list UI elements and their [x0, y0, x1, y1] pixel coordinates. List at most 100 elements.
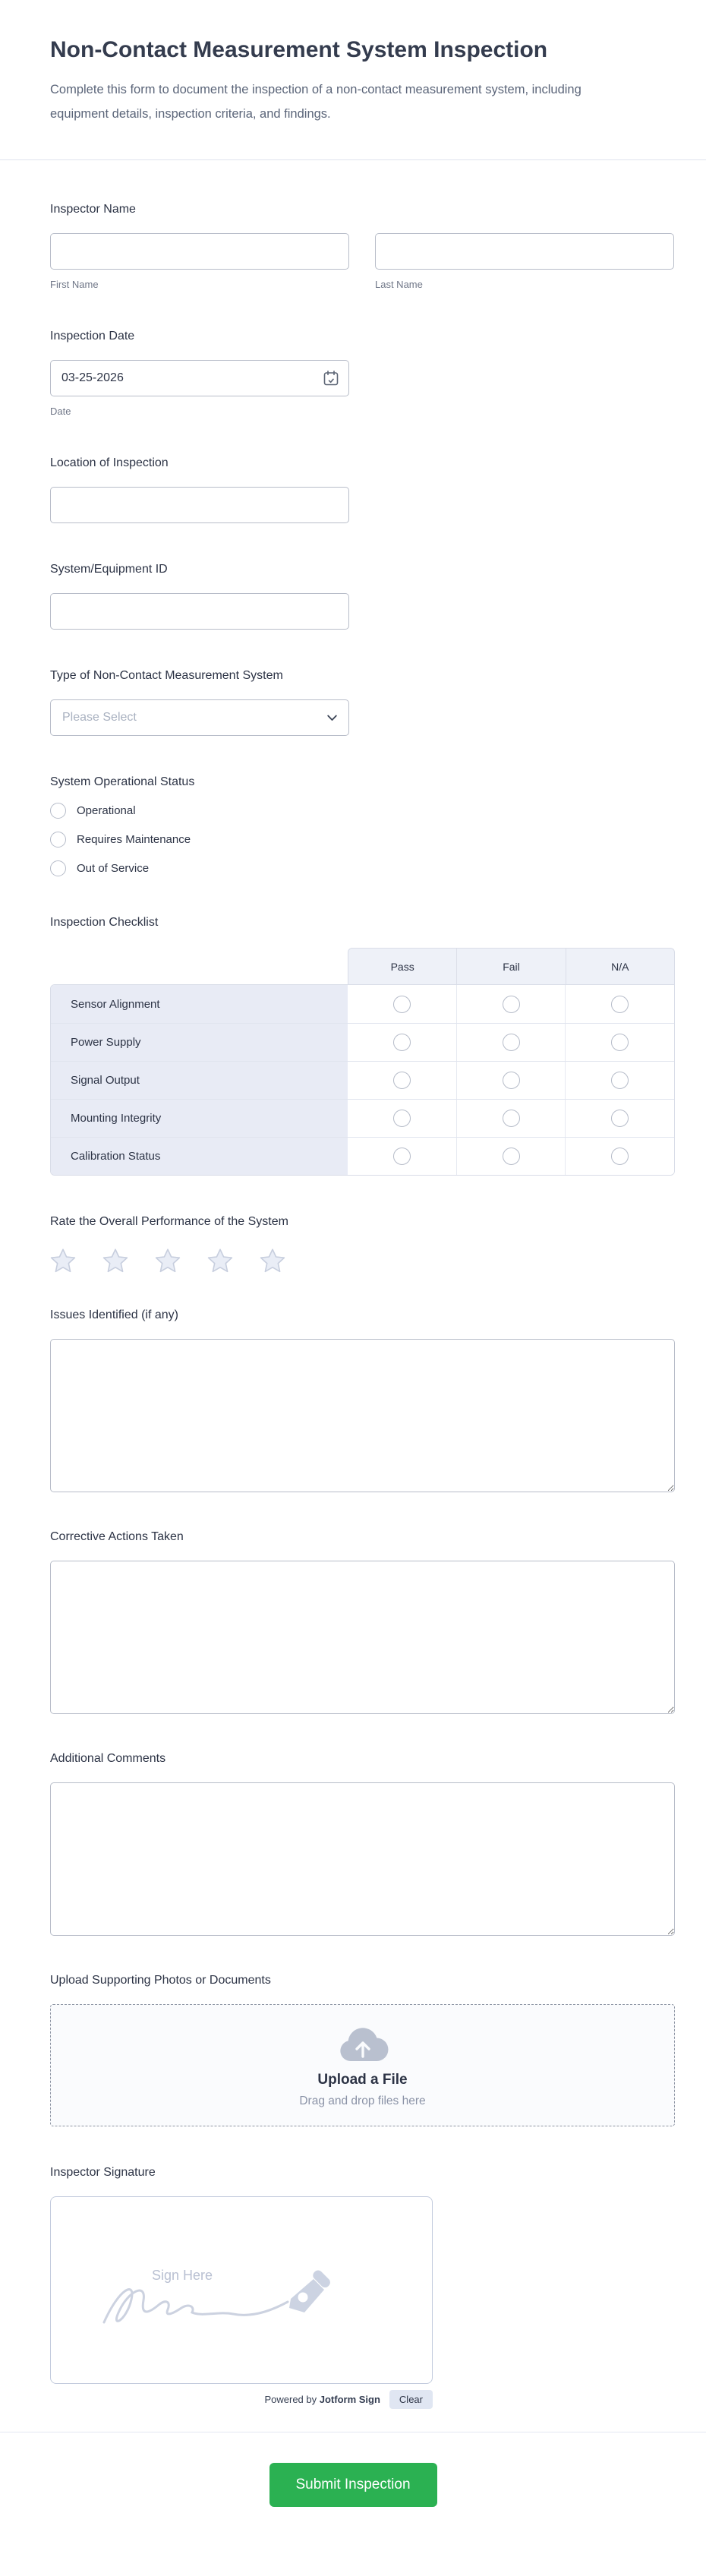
upload-dropzone[interactable]: Upload a File Drag and drop files here [50, 2004, 675, 2127]
checklist-cell-pass[interactable] [348, 1024, 456, 1062]
last-name-input[interactable] [375, 233, 674, 270]
radio-icon[interactable] [392, 1072, 411, 1090]
signature-pad[interactable]: Sign Here [50, 2196, 433, 2385]
clear-signature-button[interactable]: Clear [389, 2390, 433, 2410]
field-issues: Issues Identified (if any) [50, 1309, 675, 1493]
star-icon[interactable] [102, 1248, 128, 1274]
equipment-id-input[interactable] [50, 593, 349, 630]
upload-button-label[interactable]: Upload a File [317, 2071, 408, 2088]
checklist-cell-fail[interactable] [455, 1138, 566, 1176]
corrective-actions-textarea[interactable] [50, 1561, 675, 1715]
checklist-header-row: Pass Fail N/A [348, 948, 675, 985]
star-icon[interactable] [207, 1248, 233, 1274]
radio-icon[interactable] [502, 1148, 520, 1166]
chevron-down-icon [327, 715, 337, 721]
radio-icon[interactable] [502, 1072, 520, 1090]
checklist-cell-na[interactable] [565, 985, 674, 1024]
star-rating [50, 1248, 675, 1274]
checklist-cell-fail[interactable] [455, 985, 566, 1024]
checklist-row-label: Mounting Integrity [51, 1100, 348, 1138]
radio-icon[interactable] [502, 1110, 520, 1128]
radio-icon[interactable] [50, 860, 66, 877]
star-icon[interactable] [260, 1248, 285, 1274]
radio-icon[interactable] [611, 1110, 629, 1128]
checklist-cell-pass[interactable] [348, 1062, 456, 1100]
table-row: Signal Output [51, 1061, 674, 1100]
radio-option-operational[interactable]: Operational [50, 803, 675, 819]
system-type-label: Type of Non-Contact Measurement System [50, 669, 283, 683]
checklist-cell-na[interactable] [565, 1100, 674, 1138]
field-equipment-id: System/Equipment ID [50, 563, 675, 630]
checklist-cell-pass[interactable] [348, 985, 456, 1024]
system-type-selected-value: Please Select [62, 711, 137, 724]
table-row: Calibration Status [51, 1137, 674, 1176]
upload-label: Upload Supporting Photos or Documents [50, 1974, 271, 1987]
field-location: Location of Inspection [50, 456, 675, 524]
calendar-icon[interactable] [323, 370, 339, 387]
additional-comments-label: Additional Comments [50, 1752, 166, 1766]
system-type-select[interactable]: Please Select [50, 699, 349, 737]
checklist-cell-fail[interactable] [455, 1062, 566, 1100]
checklist-cell-na[interactable] [565, 1062, 674, 1100]
table-row: Power Supply [51, 1023, 674, 1062]
table-row: Sensor Alignment [51, 985, 674, 1024]
radio-option-label: Operational [77, 804, 136, 818]
submit-button[interactable]: Submit Inspection [269, 2463, 437, 2508]
radio-icon[interactable] [50, 832, 66, 848]
first-name-input[interactable] [50, 233, 349, 270]
upload-cloud-icon [339, 2028, 388, 2061]
equipment-id-label: System/Equipment ID [50, 563, 168, 576]
field-operational-status: System Operational Status Operational Re… [50, 775, 675, 877]
location-input[interactable] [50, 487, 349, 524]
issues-textarea[interactable] [50, 1339, 675, 1493]
checklist-col-pass: Pass [390, 960, 414, 973]
field-corrective-actions: Corrective Actions Taken [50, 1530, 675, 1715]
field-inspection-checklist: Inspection Checklist Pass Fail N/A Senso… [50, 916, 675, 1176]
radio-icon[interactable] [50, 803, 66, 819]
checklist-cell-fail[interactable] [455, 1024, 566, 1062]
radio-icon[interactable] [392, 995, 411, 1013]
radio-icon[interactable] [392, 1148, 411, 1166]
field-system-type: Type of Non-Contact Measurement System P… [50, 669, 675, 737]
form-header: Non-Contact Measurement System Inspectio… [0, 0, 706, 126]
checklist-cell-pass[interactable] [348, 1138, 456, 1176]
signature-label: Inspector Signature [50, 2166, 156, 2180]
radio-icon[interactable] [502, 1034, 520, 1052]
first-name-sublabel: First Name [50, 279, 99, 291]
issues-label: Issues Identified (if any) [50, 1309, 178, 1322]
radio-icon[interactable] [502, 995, 520, 1013]
form-description: Complete this form to document the inspe… [50, 83, 582, 122]
checklist-cell-na[interactable] [565, 1024, 674, 1062]
submit-section: Submit Inspection [0, 2432, 706, 2545]
inspection-date-input[interactable] [50, 360, 349, 397]
checklist-col-fail: Fail [456, 949, 565, 985]
inspector-name-label: Inspector Name [50, 203, 136, 216]
radio-option-requires-maintenance[interactable]: Requires Maintenance [50, 832, 675, 848]
checklist-row-label: Signal Output [51, 1062, 348, 1100]
additional-comments-textarea[interactable] [50, 1782, 675, 1937]
checklist-cell-pass[interactable] [348, 1100, 456, 1138]
radio-icon[interactable] [611, 995, 629, 1013]
pen-nib-icon [289, 2270, 330, 2313]
star-icon[interactable] [155, 1248, 181, 1274]
checklist-table: Pass Fail N/A Sensor Alignment Power Sup… [50, 948, 675, 1176]
radio-icon[interactable] [611, 1034, 629, 1052]
corrective-actions-label: Corrective Actions Taken [50, 1530, 184, 1544]
form-body: Inspector Name First Name Last Name Insp… [0, 160, 706, 2410]
radio-icon[interactable] [611, 1148, 629, 1166]
field-additional-comments: Additional Comments [50, 1752, 675, 1937]
checklist-cell-na[interactable] [565, 1138, 674, 1176]
checklist-row-label: Power Supply [51, 1024, 348, 1062]
radio-icon[interactable] [611, 1072, 629, 1090]
checklist-cell-fail[interactable] [455, 1100, 566, 1138]
date-sublabel: Date [50, 406, 71, 418]
location-label: Location of Inspection [50, 456, 169, 470]
checklist-row-label: Sensor Alignment [51, 985, 348, 1024]
radio-option-out-of-service[interactable]: Out of Service [50, 860, 675, 877]
radio-icon[interactable] [392, 1110, 411, 1128]
radio-icon[interactable] [392, 1034, 411, 1052]
checklist-label: Inspection Checklist [50, 916, 159, 930]
checklist-col-na: N/A [565, 949, 674, 985]
star-icon[interactable] [50, 1248, 76, 1274]
